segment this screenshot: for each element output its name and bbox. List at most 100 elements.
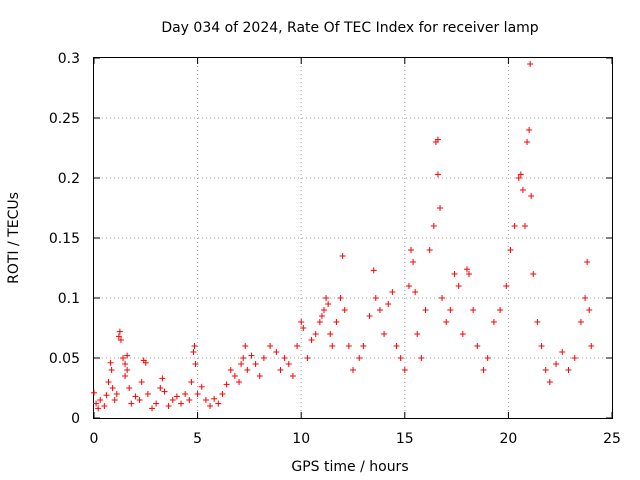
- data-point: [157, 385, 164, 391]
- x-tick-label: 5: [193, 431, 202, 447]
- data-point: [455, 283, 462, 289]
- data-point: [356, 355, 363, 361]
- data-point: [211, 395, 218, 402]
- data-point: [519, 187, 526, 193]
- data-point: [227, 367, 234, 373]
- data-point: [484, 355, 491, 361]
- data-point: [559, 349, 566, 355]
- data-point: [582, 295, 589, 301]
- data-point: [194, 391, 201, 397]
- data-point: [198, 383, 205, 390]
- data-point: [337, 295, 344, 301]
- data-point: [316, 319, 323, 325]
- data-point: [410, 259, 417, 265]
- data-point: [252, 361, 259, 367]
- data-point: [136, 397, 143, 403]
- data-point: [393, 343, 400, 349]
- data-point: [192, 361, 199, 367]
- data-point: [515, 175, 522, 181]
- data-point: [318, 313, 325, 319]
- grid: [94, 58, 612, 418]
- data-point: [190, 349, 197, 355]
- data-point: [304, 355, 311, 361]
- data-point: [273, 349, 280, 355]
- data-point: [248, 352, 255, 359]
- x-tick-label: 10: [292, 431, 310, 447]
- data-point: [325, 301, 332, 307]
- data-point: [408, 247, 415, 253]
- data-point: [511, 223, 518, 229]
- data-point: [260, 355, 267, 361]
- data-point: [385, 301, 392, 307]
- data-point: [132, 393, 139, 400]
- data-point: [323, 295, 330, 301]
- data-point: [339, 253, 346, 259]
- y-tick-label: 0.1: [58, 291, 80, 307]
- data-point: [238, 361, 245, 367]
- data-point: [381, 331, 388, 337]
- data-point: [236, 379, 243, 385]
- data-point: [588, 343, 595, 349]
- data-point: [108, 367, 115, 373]
- data-point: [124, 367, 131, 373]
- data-point: [584, 259, 591, 265]
- data-point: [414, 331, 421, 337]
- data-point: [124, 352, 131, 359]
- data-point: [95, 405, 102, 412]
- data-point: [294, 343, 301, 349]
- data-point: [546, 379, 553, 385]
- data-point: [320, 307, 327, 313]
- data-point: [586, 307, 593, 313]
- data-point: [165, 403, 172, 409]
- data-point: [521, 223, 528, 229]
- data-point: [122, 361, 129, 367]
- data-point: [434, 136, 441, 143]
- x-tick-label: 25: [603, 431, 621, 447]
- x-tick-label: 20: [499, 431, 517, 447]
- data-point: [389, 289, 396, 295]
- data-point: [122, 373, 129, 379]
- data-point: [277, 367, 284, 373]
- data-point: [437, 205, 444, 211]
- data-point: [256, 373, 263, 379]
- data-point: [426, 247, 433, 253]
- data-point: [159, 375, 166, 382]
- data-point: [281, 355, 288, 361]
- data-point: [231, 373, 238, 379]
- data-point: [300, 325, 307, 331]
- data-point: [105, 379, 112, 385]
- data-point: [350, 367, 356, 373]
- data-point: [329, 343, 336, 349]
- data-point: [463, 266, 470, 273]
- data-point: [534, 319, 541, 325]
- data-point: [480, 367, 487, 373]
- data-point: [497, 307, 504, 313]
- data-point: [517, 171, 524, 178]
- data-point: [422, 307, 429, 313]
- data-point: [115, 333, 122, 340]
- data-point: [202, 397, 209, 403]
- data-point: [289, 373, 296, 379]
- data-point: [366, 313, 373, 319]
- data-point: [149, 405, 156, 412]
- data-point: [215, 400, 222, 407]
- data-point: [538, 343, 545, 349]
- data-point: [191, 343, 198, 349]
- data-point: [577, 319, 584, 325]
- data-point: [111, 397, 118, 403]
- y-tick-label: 0.25: [49, 111, 80, 127]
- data-point: [345, 343, 352, 349]
- data-point: [430, 223, 437, 229]
- data-point: [372, 295, 379, 301]
- data-point: [267, 343, 274, 349]
- data-point: [308, 337, 315, 343]
- data-point: [161, 388, 168, 395]
- x-tick-label: 0: [90, 431, 99, 447]
- data-point: [117, 337, 124, 343]
- data-point: [109, 385, 116, 391]
- data-point: [120, 355, 127, 361]
- data-point: [459, 331, 466, 337]
- axis-ticks: 0 5 10 15 20 25 0 0.05 0.1 0.15 0.2 0.25 0.3: [49, 51, 621, 447]
